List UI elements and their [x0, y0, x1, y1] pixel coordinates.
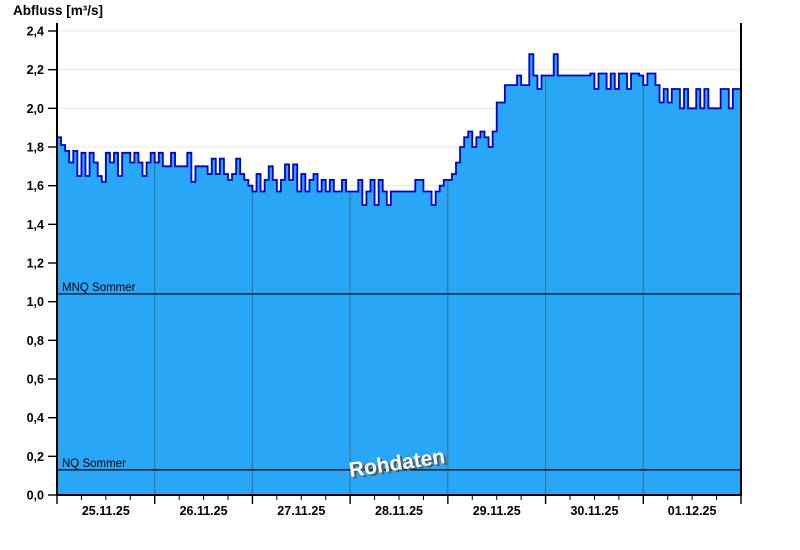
- y-tick-label: 0,2: [27, 450, 44, 464]
- x-date-label: 25.11.25: [82, 504, 130, 518]
- discharge-area-fill: [57, 54, 741, 495]
- x-date-label: 26.11.25: [180, 504, 228, 518]
- y-tick-label: 1,8: [27, 141, 44, 155]
- x-date-label: 01.12.25: [668, 504, 717, 518]
- y-tick-label: 2,0: [27, 102, 44, 116]
- y-tick-label: 0,0: [27, 489, 44, 503]
- y-tick-label: 0,6: [27, 373, 44, 387]
- discharge-step-line: [57, 53, 741, 206]
- y-tick-label: 0,4: [27, 411, 44, 425]
- y-tick-label: 1,6: [27, 179, 44, 193]
- y-tick-label: 0,8: [27, 334, 44, 348]
- y-tick-label: 1,4: [27, 218, 44, 232]
- y-tick-label: 1,0: [27, 295, 44, 309]
- x-date-label: 29.11.25: [473, 504, 521, 518]
- y-tick-label: 1,2: [27, 257, 44, 271]
- ref-line-label: NQ Sommer: [62, 458, 126, 470]
- y-tick-label: 2,4: [27, 25, 44, 39]
- x-date-label: 30.11.25: [570, 504, 618, 518]
- y-tick-label: 2,2: [27, 63, 44, 77]
- ref-line-label: MNQ Sommer: [62, 282, 136, 294]
- x-date-label: 28.11.25: [375, 504, 423, 518]
- x-date-label: 27.11.25: [277, 504, 325, 518]
- y-axis-title: Abfluss [m³/s]: [13, 3, 104, 18]
